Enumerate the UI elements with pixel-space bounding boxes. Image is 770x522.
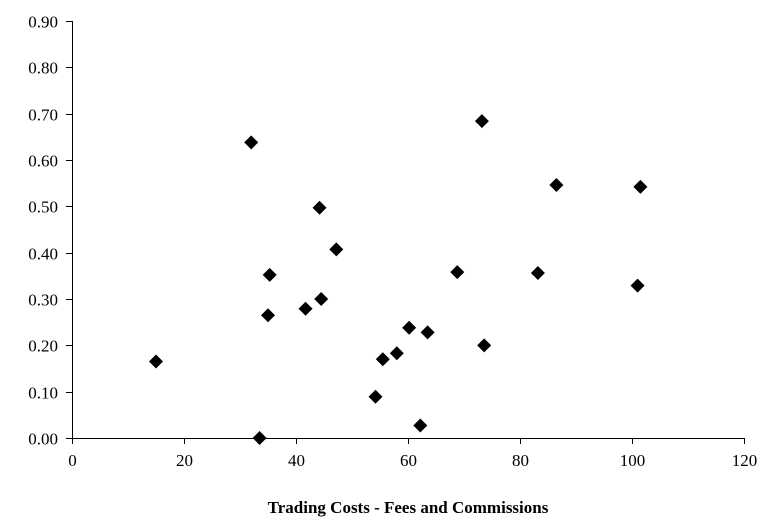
data-point xyxy=(474,114,489,129)
data-point xyxy=(329,242,344,257)
y-tick-label: 0.90 xyxy=(28,13,58,32)
y-tick-label: 0.10 xyxy=(28,384,58,403)
x-axis-ticks: 0 20 40 60 80 100 120 xyxy=(68,438,757,470)
y-tick-label: 0.70 xyxy=(28,106,58,125)
data-point xyxy=(402,320,417,335)
x-tick-label: 0 xyxy=(68,451,77,470)
y-tick-label: 0.60 xyxy=(28,152,58,171)
data-point xyxy=(314,292,329,306)
x-tick-label: 80 xyxy=(512,451,529,470)
data-point xyxy=(149,354,163,369)
x-tick-label: 40 xyxy=(288,451,305,470)
y-tick-label: 0.80 xyxy=(28,59,58,78)
data-point xyxy=(413,418,428,433)
data-point xyxy=(420,325,435,340)
y-tick-label: 0.50 xyxy=(28,198,58,217)
y-tick-label: 0.20 xyxy=(28,337,58,356)
data-point xyxy=(252,431,267,445)
data-point xyxy=(312,200,327,215)
x-tick-label: 100 xyxy=(620,451,646,470)
data-point xyxy=(368,389,383,404)
data-point xyxy=(549,178,564,193)
data-point xyxy=(530,266,545,281)
data-point xyxy=(262,267,277,282)
x-axis-title: Trading Costs - Fees and Commissions xyxy=(268,498,549,517)
y-tick-label: 0.30 xyxy=(28,291,58,310)
y-axis-ticks: 0.00 0.10 0.20 0.30 0.40 0.50 0.60 0.70 0.80 0.90 xyxy=(28,13,72,449)
data-point xyxy=(477,338,492,353)
data-point xyxy=(450,265,465,280)
data-point xyxy=(244,135,259,150)
data-point xyxy=(630,278,645,293)
x-tick-label: 120 xyxy=(732,451,758,470)
data-point xyxy=(298,301,313,316)
y-tick-label: 0.00 xyxy=(28,430,58,449)
data-point xyxy=(261,308,275,323)
y-tick-label: 0.40 xyxy=(28,245,58,264)
data-point xyxy=(375,352,390,367)
data-point xyxy=(389,346,404,361)
x-tick-label: 60 xyxy=(400,451,417,470)
data-point xyxy=(633,179,648,194)
data-points xyxy=(149,114,648,445)
x-tick-label: 20 xyxy=(176,451,193,470)
